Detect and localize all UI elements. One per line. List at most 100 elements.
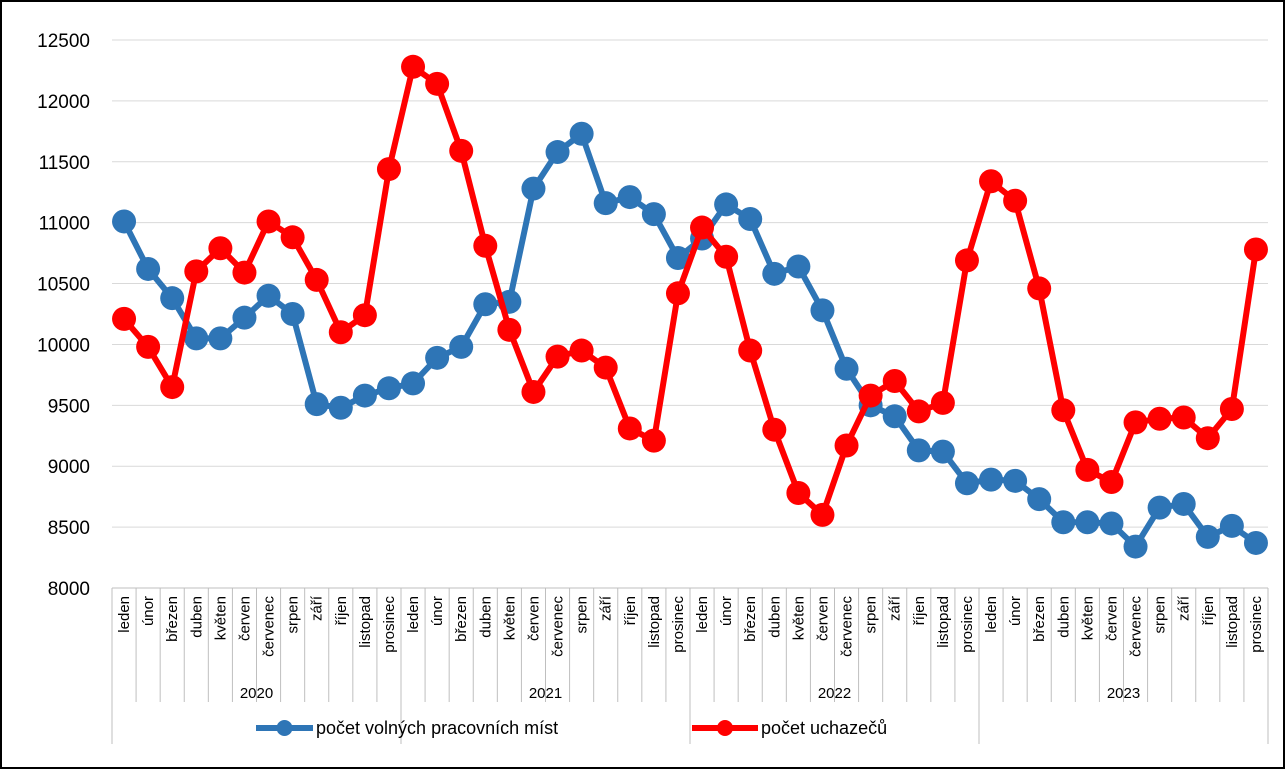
month-label: duben bbox=[766, 596, 783, 638]
data-point bbox=[1123, 410, 1148, 435]
data-point bbox=[1195, 524, 1220, 549]
data-point bbox=[665, 245, 690, 270]
data-point bbox=[593, 191, 618, 216]
data-point bbox=[376, 157, 401, 182]
data-point bbox=[232, 260, 257, 285]
data-point bbox=[1003, 188, 1028, 213]
month-label: září bbox=[598, 595, 615, 621]
data-point bbox=[714, 192, 739, 217]
data-point bbox=[425, 345, 450, 370]
legend: počet volných pracovních míst počet uchaz… bbox=[256, 718, 887, 738]
month-label: duben bbox=[477, 596, 494, 638]
data-point bbox=[232, 305, 257, 330]
data-point bbox=[1147, 406, 1172, 431]
month-label: leden bbox=[983, 596, 1000, 633]
data-point bbox=[256, 209, 281, 234]
data-point bbox=[1003, 468, 1028, 493]
data-point bbox=[906, 438, 931, 463]
data-point bbox=[473, 233, 498, 258]
month-label: duben bbox=[188, 596, 205, 638]
data-point bbox=[786, 254, 811, 279]
legend-marker bbox=[276, 720, 293, 736]
month-label: leden bbox=[694, 596, 711, 633]
data-point bbox=[906, 399, 931, 424]
data-point bbox=[376, 376, 401, 401]
data-point bbox=[1075, 457, 1100, 482]
year-label: 2021 bbox=[529, 685, 562, 702]
data-point bbox=[473, 292, 498, 317]
data-point bbox=[1171, 491, 1196, 516]
month-label: srpen bbox=[863, 596, 880, 634]
data-point bbox=[1099, 511, 1124, 536]
data-point bbox=[738, 207, 763, 232]
data-point bbox=[1243, 237, 1268, 262]
data-point bbox=[352, 383, 377, 408]
data-point bbox=[979, 169, 1004, 194]
data-point bbox=[569, 338, 594, 363]
data-point bbox=[256, 283, 281, 308]
data-point bbox=[208, 236, 233, 261]
data-point bbox=[665, 281, 690, 306]
month-label: červen bbox=[814, 596, 831, 641]
data-point bbox=[1027, 276, 1052, 301]
data-point bbox=[1147, 495, 1172, 520]
data-point bbox=[1219, 396, 1244, 421]
month-label: březen bbox=[1031, 596, 1048, 642]
data-point bbox=[401, 371, 426, 396]
legend-label: počet uchazečů bbox=[761, 718, 887, 738]
month-label: říjen bbox=[1200, 596, 1217, 625]
month-label: srpen bbox=[285, 596, 302, 634]
y-tick-label: 8500 bbox=[48, 518, 90, 539]
data-point bbox=[810, 298, 835, 323]
month-label: listopad bbox=[646, 596, 663, 648]
month-label: květen bbox=[212, 596, 229, 640]
month-label: srpen bbox=[1152, 596, 1169, 634]
data-point bbox=[930, 390, 955, 415]
y-tick-label: 12000 bbox=[37, 92, 90, 113]
month-label: září bbox=[309, 595, 326, 621]
data-point bbox=[1051, 510, 1076, 535]
month-label: květen bbox=[501, 596, 518, 640]
data-point bbox=[593, 355, 618, 380]
month-label: prosinec bbox=[1248, 596, 1265, 653]
year-label: 2022 bbox=[818, 685, 851, 702]
series-line bbox=[121, 63, 1259, 518]
y-tick-label: 8000 bbox=[48, 579, 90, 600]
data-point bbox=[1219, 513, 1244, 538]
data-point bbox=[834, 433, 859, 458]
month-label: únor bbox=[718, 596, 735, 626]
year-label: 2023 bbox=[1107, 685, 1140, 702]
data-point bbox=[545, 344, 570, 369]
month-label: leden bbox=[116, 596, 133, 633]
month-label: prosinec bbox=[959, 596, 976, 653]
month-label: červen bbox=[525, 596, 542, 641]
y-tick-label: 9500 bbox=[48, 396, 90, 417]
data-point bbox=[1123, 534, 1148, 559]
month-label: listopad bbox=[1224, 596, 1241, 648]
data-point bbox=[521, 176, 546, 201]
data-point bbox=[136, 256, 161, 281]
y-tick-label: 10000 bbox=[37, 335, 90, 356]
y-tick-label: 12500 bbox=[37, 31, 90, 52]
data-point bbox=[714, 244, 739, 269]
data-point bbox=[882, 368, 907, 393]
month-label: listopad bbox=[357, 596, 374, 648]
data-point bbox=[449, 334, 474, 359]
y-axis: 8000 8500 9000 9500 10000 10500 11000 11500 1200… bbox=[37, 31, 90, 600]
x-axis: leden únor březen duben květen červen červenec… bbox=[111, 587, 1269, 744]
data-point bbox=[1171, 405, 1196, 430]
data-point bbox=[762, 417, 787, 442]
data-point bbox=[280, 225, 305, 250]
data-point bbox=[136, 334, 161, 359]
data-point bbox=[930, 439, 955, 464]
data-point bbox=[979, 467, 1004, 492]
data-point bbox=[738, 338, 763, 363]
data-point bbox=[425, 71, 450, 96]
month-label: červen bbox=[236, 596, 253, 641]
month-label: prosinec bbox=[670, 596, 687, 653]
data-point bbox=[1075, 510, 1100, 535]
month-label: listopad bbox=[935, 596, 952, 648]
data-point bbox=[328, 395, 353, 420]
